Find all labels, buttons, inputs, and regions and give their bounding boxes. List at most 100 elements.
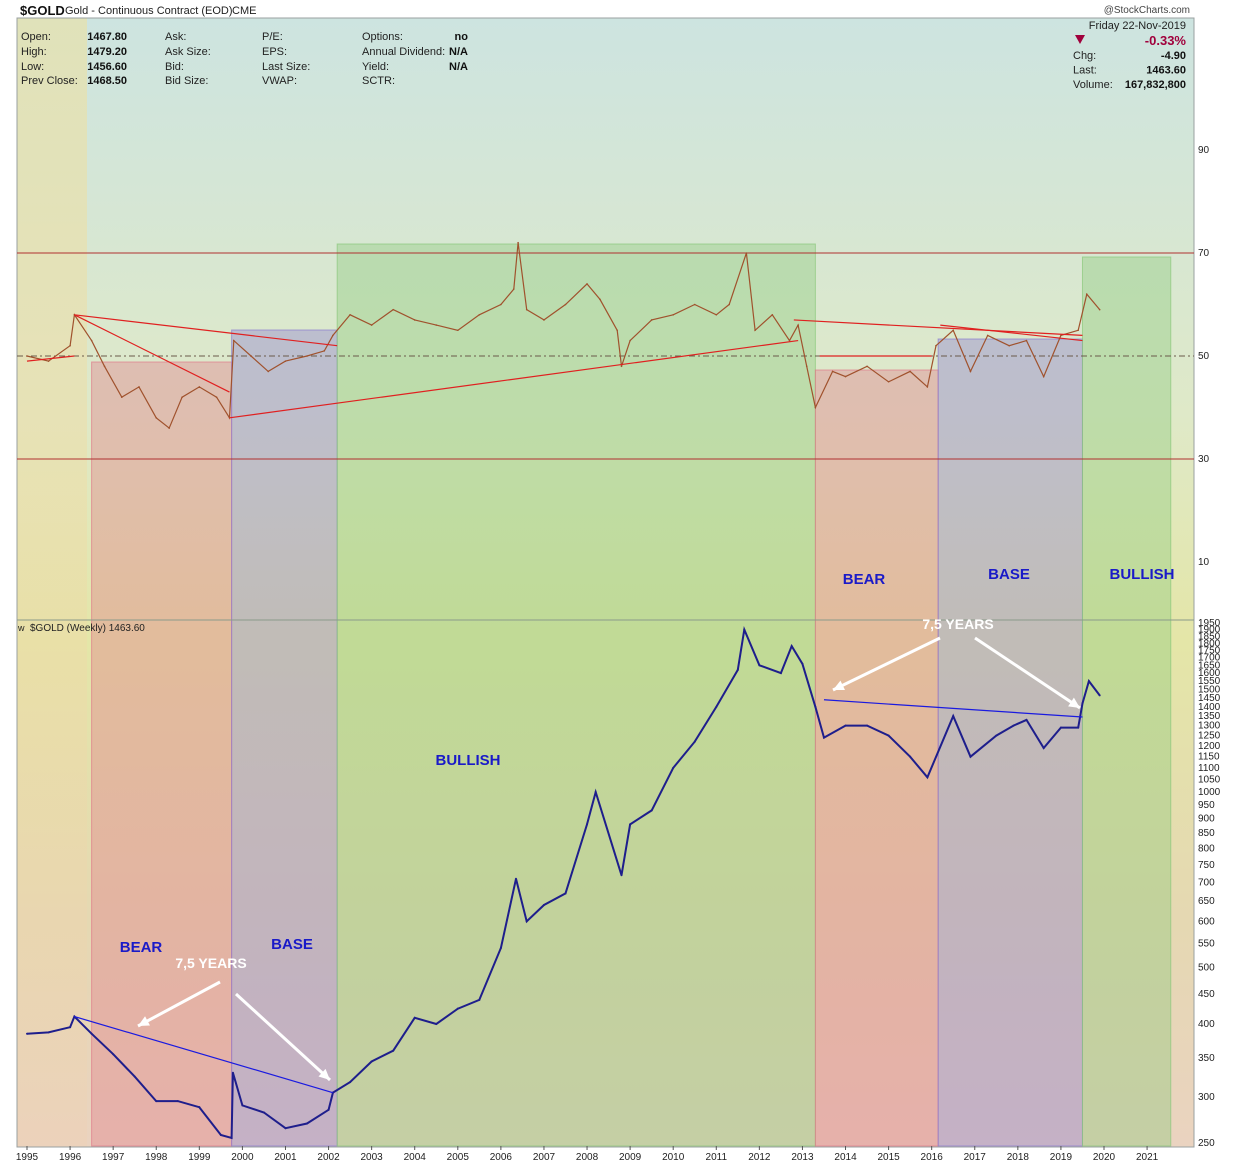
indicator-panel xyxy=(17,241,1194,460)
price-point xyxy=(1025,718,1028,721)
price-point xyxy=(909,755,912,758)
price-point xyxy=(736,668,739,671)
indicator-point xyxy=(198,386,201,388)
y-tick-label: 1800 xyxy=(1198,638,1221,649)
indicator-point xyxy=(69,344,71,347)
price-point xyxy=(866,724,869,727)
indicator-point xyxy=(797,324,799,326)
y-tick-label: 850 xyxy=(1198,828,1215,839)
stat-value: 1456.60 xyxy=(87,61,127,73)
indicator-point xyxy=(168,427,170,429)
x-tick-label: 2014 xyxy=(834,1152,857,1163)
price-point xyxy=(629,823,632,826)
price-point xyxy=(478,998,481,1001)
price-point xyxy=(230,1136,233,1139)
stat-value: no xyxy=(455,31,469,43)
stat-label: Last: xyxy=(1073,65,1097,77)
x-tick-label: 2008 xyxy=(576,1152,599,1163)
x-tick-label: 2005 xyxy=(447,1152,470,1163)
stat-label: SCTR: xyxy=(362,75,395,87)
stat-value: N/A xyxy=(449,61,468,73)
stat-label: Ask: xyxy=(165,31,186,43)
indicator-point xyxy=(457,329,459,332)
stat-label: Last Size: xyxy=(262,61,310,73)
x-tick-label: 2019 xyxy=(1050,1152,1073,1163)
arrow-shaft xyxy=(832,636,941,692)
indicator-point xyxy=(1060,334,1062,337)
zone-base xyxy=(937,338,1083,1147)
x-axis: 1995 1996 1997 1998 1999 2000 2001 2002 2003 2004… xyxy=(16,1146,1159,1163)
plot-bg-left xyxy=(17,18,87,1147)
y-tick-label: 900 xyxy=(1198,814,1215,825)
trendline xyxy=(823,699,1083,718)
indicator-point xyxy=(525,308,528,311)
price-point xyxy=(1042,747,1045,750)
x-tick-label: 2010 xyxy=(662,1152,685,1163)
price-point xyxy=(844,724,847,727)
years-label: 7,5 YEARS xyxy=(175,955,246,971)
stat-label: Chg: xyxy=(1073,50,1096,62)
arrow-head-icon xyxy=(138,1016,150,1026)
zone-base xyxy=(231,329,338,1147)
price-point xyxy=(370,1060,373,1063)
indicator-point xyxy=(103,365,106,368)
zone-bear xyxy=(91,361,233,1147)
price-point xyxy=(822,736,825,739)
y-tick-label: 1950 xyxy=(1198,618,1221,629)
price-point xyxy=(801,662,804,665)
price-point xyxy=(1098,694,1101,697)
price-point xyxy=(69,1026,72,1029)
indicator-point xyxy=(754,329,756,332)
indicator-point xyxy=(26,355,28,357)
stat-label: Bid Size: xyxy=(165,75,208,87)
y-tick-label: 50 xyxy=(1198,351,1210,362)
y-tick-label: 1200 xyxy=(1198,741,1221,752)
zone-label-base: BASE xyxy=(988,566,1030,583)
price-point xyxy=(327,1108,330,1111)
stat-label: Prev Close: xyxy=(21,75,78,87)
price-point xyxy=(392,1049,395,1052)
x-tick-label: 2017 xyxy=(964,1152,987,1163)
zone-label-bear: BEAR xyxy=(843,571,886,588)
indicator-point xyxy=(478,314,481,316)
y-tick-label: 1550 xyxy=(1198,676,1221,687)
indicator-point xyxy=(435,324,438,326)
price-point xyxy=(1059,726,1062,729)
indicator-point xyxy=(650,319,653,321)
x-tick-label: 2018 xyxy=(1007,1152,1030,1163)
y-tick-label: 1500 xyxy=(1198,684,1221,695)
x-tick-label: 2021 xyxy=(1136,1152,1159,1163)
price-point xyxy=(514,877,517,880)
y-tick-label: 1150 xyxy=(1198,752,1220,763)
indicator-point xyxy=(90,339,93,342)
stat-label: Low: xyxy=(21,61,44,73)
stat-label: Open: xyxy=(21,31,51,43)
indicator-point xyxy=(831,370,834,373)
y-tick-label: 1750 xyxy=(1198,645,1221,656)
y-tick-label: 300 xyxy=(1198,1092,1215,1103)
stats-block: Open: 1467.80 High: 1479.20 Low: 1456.60 Prev … xyxy=(21,20,1186,91)
y-tick-label: 500 xyxy=(1198,963,1215,974)
y-tick-label: 450 xyxy=(1198,989,1215,1000)
indicator-point xyxy=(543,319,545,321)
trendline xyxy=(940,324,1083,342)
indicator-point xyxy=(788,339,791,342)
indicator-y-axis: 90 70 50 30 10 xyxy=(1198,145,1210,568)
price-point xyxy=(90,1032,93,1035)
indicator-point xyxy=(620,365,623,368)
price-point xyxy=(887,734,890,737)
y-tick-label: 400 xyxy=(1198,1019,1215,1030)
indicator-point xyxy=(866,365,868,368)
indicator-point xyxy=(181,396,183,399)
indicator-point xyxy=(155,417,158,419)
indicator-point xyxy=(814,406,817,409)
indicator-point xyxy=(926,386,929,388)
x-tick-label: 2007 xyxy=(533,1152,556,1163)
y-tick-label: 350 xyxy=(1198,1053,1215,1064)
stat-label: Yield: xyxy=(362,61,389,73)
x-tick-label: 2015 xyxy=(877,1152,900,1163)
price-point xyxy=(133,1075,136,1078)
price-point xyxy=(112,1053,115,1056)
indicator-line xyxy=(26,242,1101,430)
indicator-point xyxy=(909,370,911,373)
